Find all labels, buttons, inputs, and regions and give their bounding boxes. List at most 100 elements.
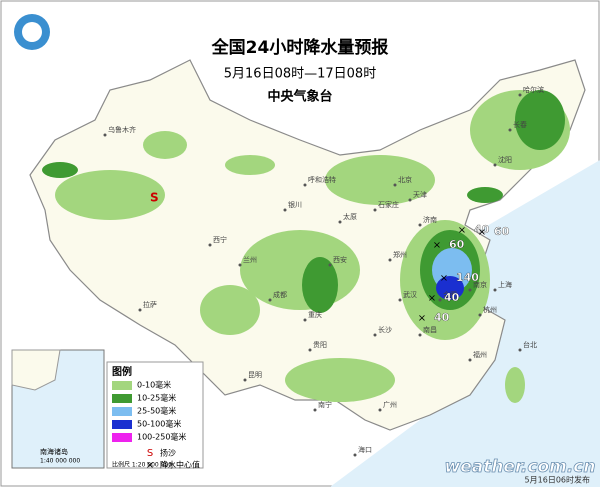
issued: 5月16日06时发布 <box>525 475 590 485</box>
city-label: 西宁 <box>213 235 227 244</box>
city-dot <box>238 263 242 267</box>
city-label: 乌鲁木齐 <box>108 125 136 134</box>
rain-center-value: 60 <box>494 225 510 238</box>
city-dot <box>313 408 317 412</box>
city-dot <box>373 333 377 337</box>
rain-center-value: 60 <box>449 238 465 251</box>
legend-symbol: S <box>147 448 153 459</box>
city-dot <box>493 163 497 167</box>
legend-label: 100-250毫米 <box>137 432 186 442</box>
city-dot <box>408 198 412 202</box>
watermark: weather.com.cn <box>445 457 596 477</box>
city-label: 南京 <box>473 280 487 289</box>
city-dot <box>518 348 522 352</box>
city-label: 济南 <box>423 215 437 224</box>
legend-symbol: × <box>146 460 154 471</box>
city-label: 石家庄 <box>378 200 399 209</box>
city-label: 哈尔滨 <box>523 85 544 94</box>
city-label: 昆明 <box>248 371 262 379</box>
city-label: 郑州 <box>393 251 407 259</box>
legend-label: 25-50毫米 <box>137 406 176 416</box>
city-label: 贵阳 <box>313 340 327 349</box>
city-label: 广州 <box>383 400 397 409</box>
city-label: 成都 <box>273 290 287 299</box>
city-label: 南宁 <box>318 400 332 409</box>
city-label: 天津 <box>413 191 427 199</box>
city-dot <box>308 348 312 352</box>
city-label: 福州 <box>473 350 487 359</box>
city-dot <box>303 183 307 187</box>
rain-center-mark: × <box>458 225 466 236</box>
legend-symbol-label: 扬沙 <box>160 448 176 458</box>
rain-areas <box>55 90 570 403</box>
city-label: 重庆 <box>308 310 322 319</box>
rain-center-value: 140 <box>456 271 479 284</box>
rain-center-mark: × <box>433 240 441 251</box>
legend-swatch <box>112 394 132 403</box>
city-label: 上海 <box>498 280 512 289</box>
city-dot <box>493 288 497 292</box>
city-dot <box>353 453 357 457</box>
city-dot <box>468 358 472 362</box>
legend-swatch <box>112 420 132 429</box>
city-dot <box>243 378 247 382</box>
city-dot <box>393 183 397 187</box>
title: 全国24小时降水量预报 <box>211 37 389 58</box>
legend-label: 0-10毫米 <box>137 380 171 390</box>
city-dot <box>418 333 422 337</box>
city-dot <box>388 258 392 262</box>
city-dot <box>303 318 307 322</box>
period: 5月16日08时—17日08时 <box>224 67 376 82</box>
issuer: 中央气象台 <box>267 89 332 105</box>
legend-label: 50-100毫米 <box>137 419 181 429</box>
city-dot <box>268 298 272 302</box>
inset-map <box>11 349 105 469</box>
legend-swatch <box>112 381 132 390</box>
city-dot <box>468 288 472 292</box>
city-dot <box>338 220 342 224</box>
city-dot <box>283 208 287 212</box>
rain-center-mark: × <box>428 293 436 304</box>
city-label: 拉萨 <box>143 300 157 309</box>
inset-title: 南海诸岛 <box>40 447 68 456</box>
city-dot <box>328 263 332 267</box>
city-dot <box>518 93 522 97</box>
inset-scale: 1:40 000 000 <box>40 458 80 465</box>
rain-area-50-100 <box>436 276 464 300</box>
city-dot <box>208 243 212 247</box>
city-label: 北京 <box>398 175 412 184</box>
city-dot <box>103 133 107 137</box>
rain-center-value: 40 <box>474 223 490 236</box>
city-label: 太原 <box>343 212 357 221</box>
city-label: 兰州 <box>243 255 257 264</box>
rain-areas-heavy <box>42 90 565 313</box>
city-label: 武汉 <box>403 290 417 299</box>
city-label: 呼和浩特 <box>308 175 336 184</box>
city-dot <box>138 308 142 312</box>
rain-center-value: 40 <box>444 291 460 304</box>
sea <box>330 160 600 487</box>
city-label: 银川 <box>288 200 302 209</box>
scale-label: 比例尺 1:20 000 000 <box>112 461 172 469</box>
logo <box>14 14 50 50</box>
city-dot <box>373 208 377 212</box>
legend-swatch <box>112 407 132 416</box>
legend-swatch <box>112 433 132 442</box>
city-dot <box>418 223 422 227</box>
city-label: 长春 <box>513 120 527 129</box>
city-dot <box>478 313 482 317</box>
city-dot <box>398 298 402 302</box>
rain-center-mark: × <box>440 273 448 284</box>
city-label: 台北 <box>523 340 537 349</box>
legend-label: 10-25毫米 <box>137 393 176 403</box>
sand-mark: S <box>150 191 159 205</box>
city-label: 沈阳 <box>498 155 512 164</box>
city-dot <box>508 128 512 132</box>
city-label: 海口 <box>358 445 372 454</box>
city-label: 长沙 <box>378 325 392 334</box>
city-dot <box>438 298 442 302</box>
city-label: 南昌 <box>423 325 437 334</box>
city-dot <box>378 408 382 412</box>
rain-center-mark: × <box>478 227 486 238</box>
